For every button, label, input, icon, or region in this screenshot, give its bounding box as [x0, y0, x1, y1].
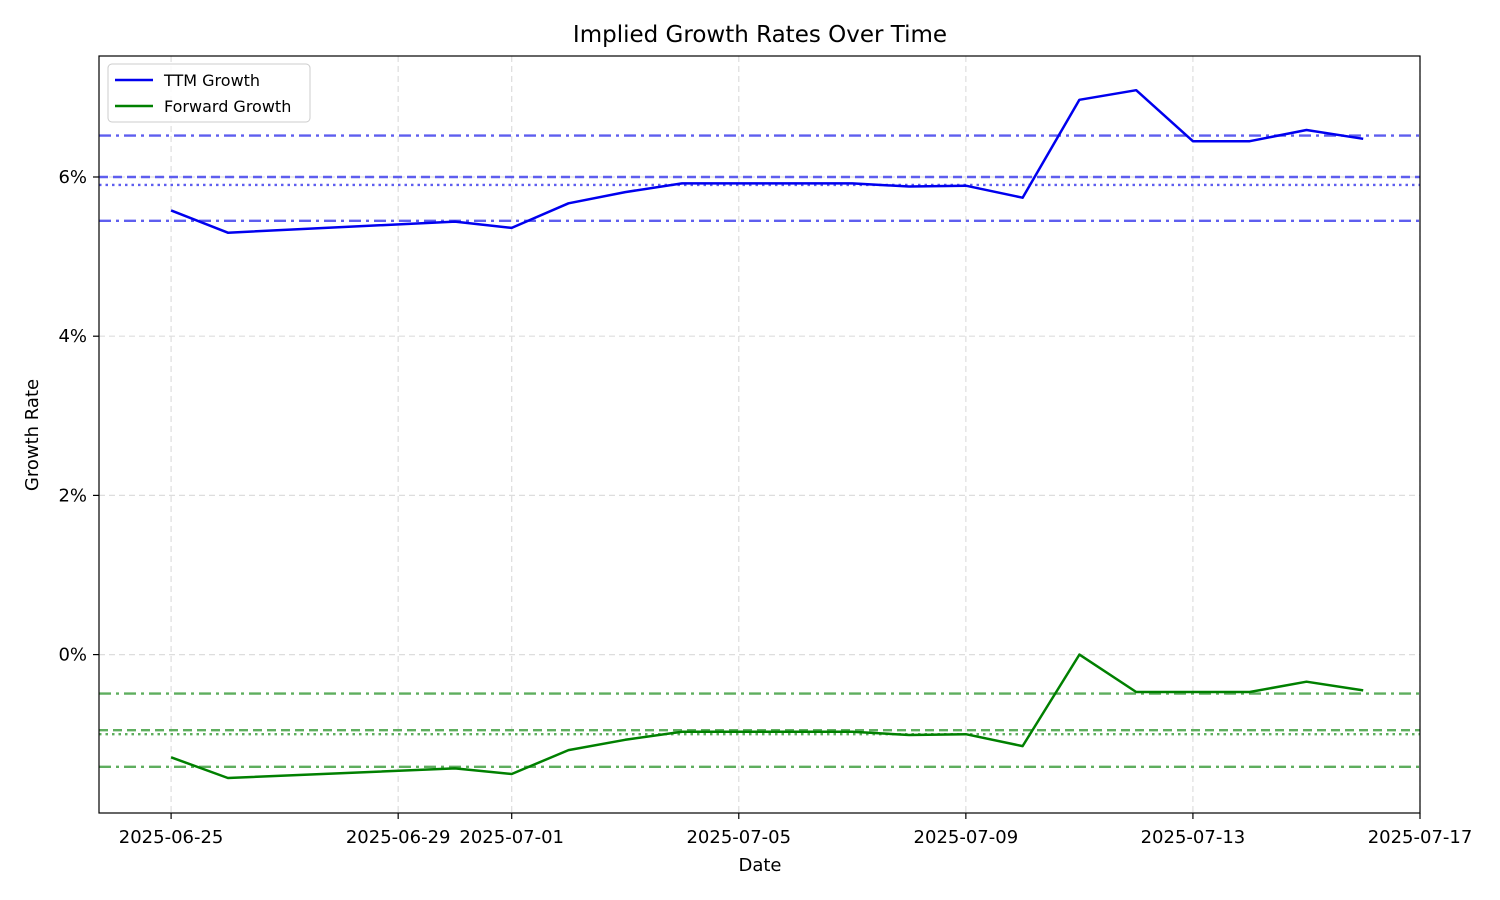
x-tick-label: 2025-07-05 — [686, 827, 791, 848]
legend-label-forward: Forward Growth — [164, 97, 291, 116]
x-axis-title: Date — [738, 855, 781, 876]
y-tick-label: 0% — [58, 645, 87, 666]
x-axis-ticks: 2025-06-25 2025-06-29 2025-07-01 2025-07-05… — [119, 813, 1473, 848]
y-axis-ticks: 0% 2% 4% 6% — [58, 167, 99, 666]
series-lines — [170, 88, 1364, 780]
legend-box — [107, 63, 311, 123]
y-tick-label: 2% — [58, 485, 87, 506]
x-tick-label: 2025-06-29 — [346, 827, 451, 848]
y-axis-title: Growth Rate — [22, 379, 43, 491]
legend-label-ttm: TTM Growth — [163, 71, 260, 90]
series-line-ttm — [170, 88, 1364, 234]
chart-title: Implied Growth Rates Over Time — [573, 22, 947, 48]
x-tick-label: 2025-07-13 — [1141, 827, 1246, 848]
plot-frame — [98, 55, 1421, 814]
x-tick-label: 2025-06-25 — [119, 827, 224, 848]
y-tick-label: 6% — [58, 167, 87, 188]
x-tick-label: 2025-07-17 — [1368, 827, 1473, 848]
x-tick-label: 2025-07-09 — [914, 827, 1019, 848]
x-tick-label: 2025-07-01 — [459, 827, 564, 848]
reference-lines — [99, 134, 1420, 769]
y-tick-label: 4% — [58, 326, 87, 347]
series-line-forward — [170, 653, 1364, 780]
legend: TTM Growth Forward Growth — [107, 63, 311, 123]
